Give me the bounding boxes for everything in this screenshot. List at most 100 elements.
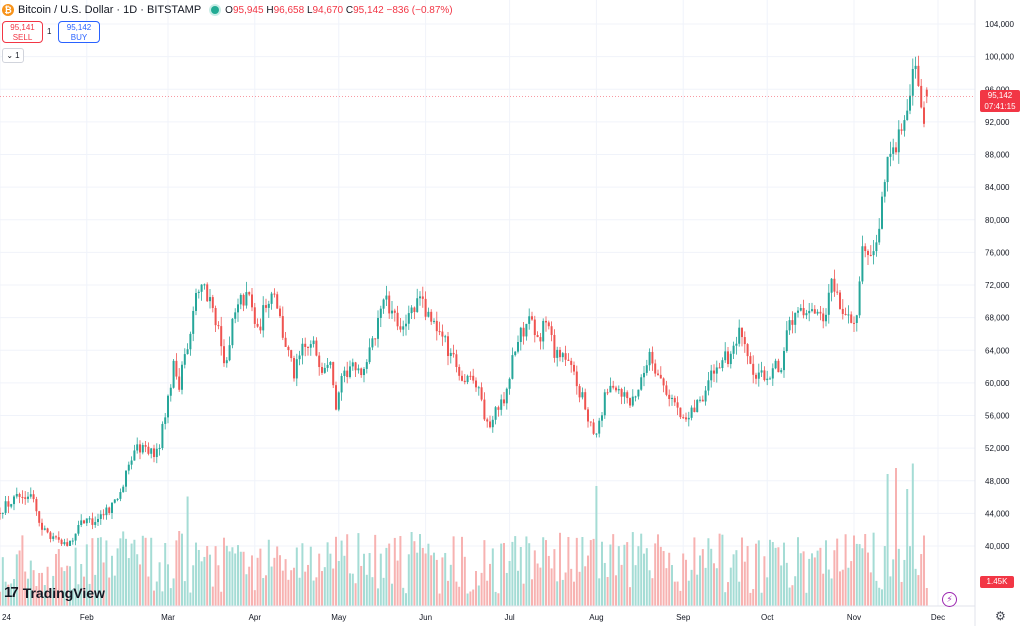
volume-bar — [833, 550, 836, 606]
volume-bar — [553, 549, 556, 606]
candle-body — [85, 518, 88, 524]
volume-bar — [556, 581, 559, 606]
candle-body — [290, 350, 293, 359]
bolt-icon[interactable]: ⚡ — [942, 592, 957, 607]
volume-bar — [735, 550, 738, 606]
volume-bar — [511, 541, 514, 606]
volume-bar — [38, 573, 41, 606]
volume-bar — [685, 559, 687, 606]
tradingview-logo[interactable]: 17 TradingView — [4, 584, 105, 601]
volume-bar — [382, 577, 385, 606]
spread-value: 1 — [47, 27, 52, 36]
candle-body — [752, 363, 755, 375]
volume-bar — [480, 572, 483, 606]
candle-body — [351, 362, 354, 367]
gear-icon[interactable]: ⚙ — [995, 609, 1006, 623]
candle-body — [301, 343, 304, 356]
candle-body — [407, 313, 410, 324]
candle-body — [657, 373, 659, 375]
volume-bar — [346, 534, 349, 606]
volume-bar — [724, 592, 727, 606]
volume-bar — [225, 545, 228, 606]
volume-bar — [211, 586, 214, 606]
volume-bar — [186, 496, 189, 606]
volume-bar — [200, 561, 203, 606]
volume-bar — [447, 580, 449, 606]
volume-bar — [581, 536, 584, 606]
candle-body — [570, 360, 573, 365]
candle-body — [911, 69, 914, 96]
price-tick-label: 60,000 — [985, 379, 1010, 388]
candle-body — [248, 292, 251, 295]
candle-body — [855, 315, 858, 324]
price-tick-label: 56,000 — [985, 412, 1010, 421]
candle-body — [178, 376, 181, 390]
volume-bar — [637, 546, 640, 606]
volume-bar — [651, 578, 654, 606]
indicator-collapse-button[interactable]: ⌄ 1 — [2, 48, 24, 63]
volume-bar — [727, 582, 729, 606]
volume-bar — [10, 583, 13, 606]
volume-bar — [270, 566, 273, 606]
candle-body — [393, 310, 396, 313]
candle-body — [49, 532, 52, 539]
volume-bar — [822, 573, 825, 606]
symbol-header: ₿ Bitcoin / U.S. Dollar · 1D · BITSTAMP … — [0, 0, 960, 20]
candle-body — [472, 375, 475, 381]
price-tick-label: 84,000 — [985, 183, 1010, 192]
candle-body — [575, 371, 578, 387]
volume-bar — [133, 539, 136, 606]
volume-bar — [276, 546, 279, 606]
volume-bar — [85, 544, 88, 606]
candle-body — [130, 460, 133, 465]
volume-bar — [203, 556, 206, 606]
candle-body — [545, 320, 547, 323]
buy-button[interactable]: 95,142 BUY — [58, 21, 100, 43]
candle-body — [27, 496, 29, 499]
volume-bar — [559, 532, 561, 606]
volume-bar — [354, 583, 357, 606]
volume-bar — [1, 557, 4, 606]
volume-bar — [503, 542, 505, 606]
time-tick-label: Oct — [761, 613, 774, 622]
candle-body — [897, 129, 900, 153]
candle-body — [553, 334, 556, 358]
candle-body — [827, 292, 830, 315]
price-tick-label: 76,000 — [985, 248, 1010, 257]
candle-body — [13, 496, 15, 505]
symbol-title[interactable]: Bitcoin / U.S. Dollar · 1D · BITSTAMP — [18, 4, 202, 16]
candle-body — [223, 346, 225, 364]
candle-body — [542, 320, 545, 342]
volume-bar — [164, 543, 167, 606]
candle-body — [253, 307, 256, 324]
candle-body — [531, 316, 533, 320]
candle-body — [32, 494, 35, 500]
volume-bars — [0, 463, 928, 606]
candle-body — [623, 392, 626, 397]
volume-bar — [491, 548, 494, 606]
candle-body — [141, 445, 144, 453]
volume-bar — [791, 585, 794, 606]
volume-bar — [365, 574, 368, 606]
candle-body — [883, 182, 886, 197]
price-tick-label: 88,000 — [985, 151, 1010, 160]
sell-label: SELL — [12, 33, 33, 42]
candle-body — [113, 499, 116, 503]
sell-button[interactable]: 95,141 SELL — [2, 21, 43, 43]
candle-body — [872, 251, 875, 256]
last-price-tag: 95,142 07:41:15 — [980, 90, 1020, 112]
volume-bar — [430, 555, 433, 606]
volume-bar — [808, 558, 811, 606]
sell-price: 95,141 — [10, 23, 35, 32]
volume-bar — [172, 578, 175, 606]
volume-bar — [441, 557, 444, 606]
volume-bar — [533, 550, 536, 606]
volume-bar — [746, 545, 749, 606]
candle-body — [228, 345, 231, 361]
candle-body — [262, 305, 265, 331]
candle-body — [556, 349, 559, 358]
volume-bar — [693, 537, 696, 606]
candle-body — [861, 246, 864, 282]
candle-body — [659, 374, 662, 379]
